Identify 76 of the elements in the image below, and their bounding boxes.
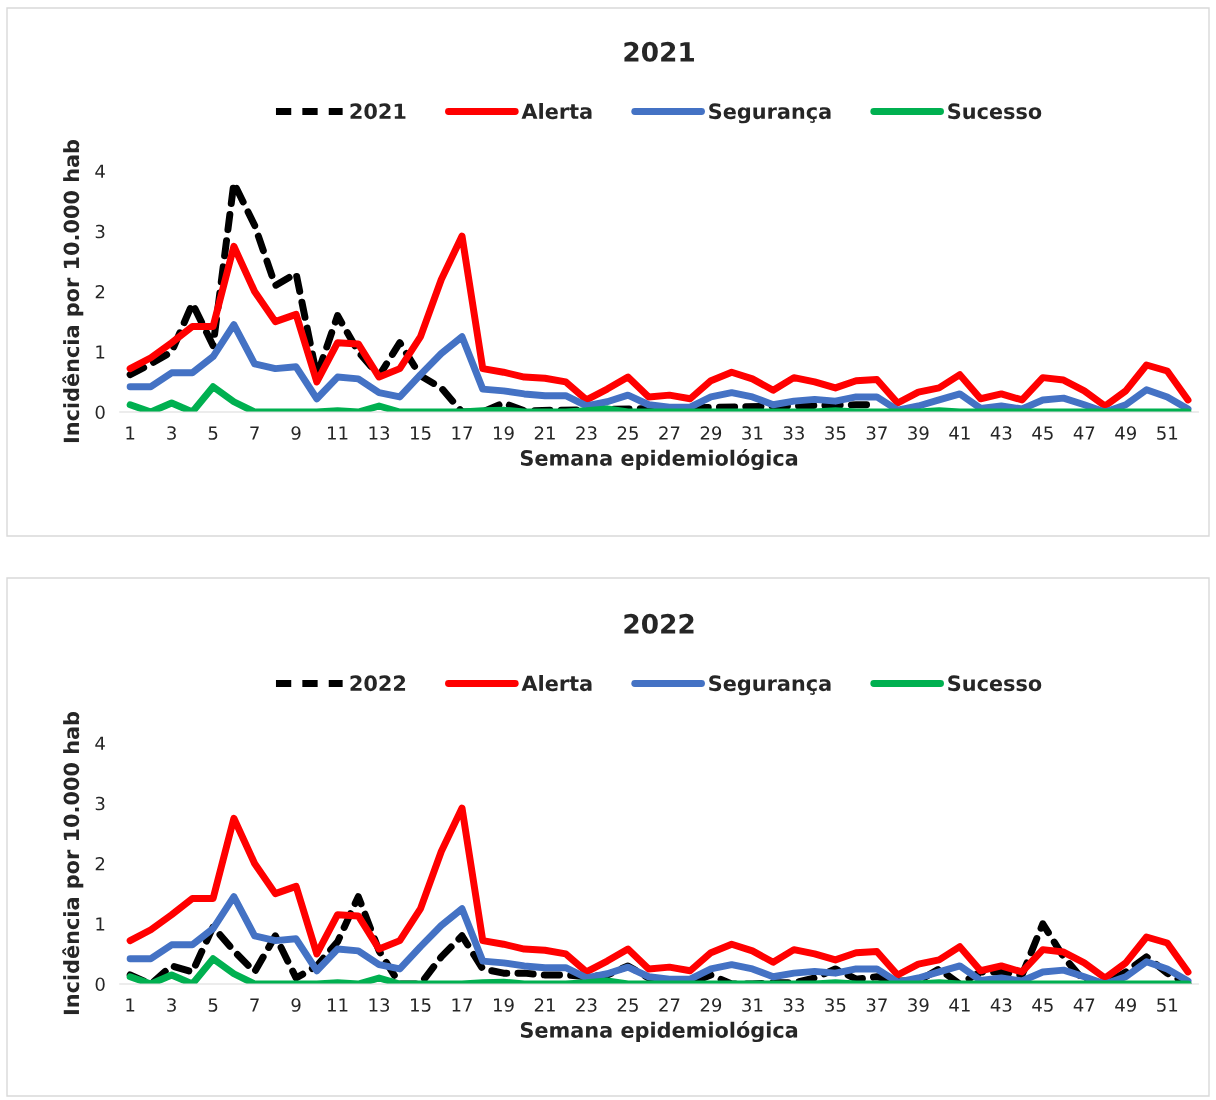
x-tick-label: 45 <box>1032 998 1053 1012</box>
y-tick-label: 1 <box>96 917 105 931</box>
x-tick-label: 3 <box>167 998 176 1012</box>
x-tick-label: 37 <box>866 998 887 1012</box>
legend-label: 2022 <box>350 675 406 692</box>
x-tick-label: 31 <box>742 998 763 1012</box>
y-axis-title: Incidência por 10.000 hab <box>62 139 84 443</box>
x-tick-label: 41 <box>949 998 970 1012</box>
legend-label: Alerta <box>521 103 592 120</box>
x-tick-label: 23 <box>576 426 597 440</box>
x-tick-label: 19 <box>494 426 514 440</box>
y-tick-label: 4 <box>95 164 105 178</box>
x-tick-label: 51 <box>1157 998 1178 1012</box>
x-tick-label: 11 <box>328 998 348 1012</box>
x-tick-label: 21 <box>534 998 555 1012</box>
x-tick-label: 31 <box>742 426 763 440</box>
x-axis-title: Semana epidemiológica <box>520 1020 798 1043</box>
x-tick-label: 29 <box>700 998 722 1012</box>
y-tick-label: 1 <box>96 345 105 359</box>
x-tick-label: 17 <box>452 998 472 1012</box>
x-tick-label: 39 <box>908 426 929 440</box>
x-tick-label: 15 <box>411 998 431 1012</box>
x-tick-label: 7 <box>250 426 259 440</box>
legend-label: 2021 <box>350 103 406 120</box>
x-tick-label: 41 <box>949 426 970 440</box>
x-tick-label: 13 <box>369 998 390 1012</box>
x-tick-label: 1 <box>126 426 135 440</box>
x-tick-label: 35 <box>825 426 846 440</box>
x-tick-label: 25 <box>617 426 638 440</box>
x-tick-label: 27 <box>659 998 680 1012</box>
x-tick-label: 1 <box>126 998 135 1012</box>
y-tick-label: 3 <box>95 796 105 811</box>
x-tick-label: 9 <box>291 998 301 1012</box>
x-tick-label: 17 <box>452 426 472 440</box>
y-axis-title: Incidência por 10.000 hab <box>62 711 84 1015</box>
x-tick-label: 43 <box>990 998 1012 1012</box>
x-tick-label: 9 <box>291 426 301 440</box>
x-tick-label: 21 <box>534 426 555 440</box>
y-tick-label: 0 <box>95 405 105 420</box>
x-tick-label: 49 <box>1115 426 1136 440</box>
x-tick-label: 51 <box>1157 426 1178 440</box>
x-tick-label: 13 <box>369 426 390 440</box>
x-tick-label: 47 <box>1073 426 1095 440</box>
x-tick-label: 5 <box>208 426 218 440</box>
chart-title: 2021 <box>624 41 694 62</box>
y-tick-label: 2 <box>95 856 105 871</box>
legend-label: Segurança <box>709 103 831 124</box>
x-tick-label: 35 <box>825 998 846 1012</box>
x-tick-label: 23 <box>576 998 597 1012</box>
x-tick-label: 25 <box>617 998 638 1012</box>
y-tick-label: 2 <box>95 284 105 299</box>
x-tick-label: 27 <box>659 426 680 440</box>
x-tick-label: 49 <box>1115 998 1136 1012</box>
x-tick-label: 47 <box>1073 998 1095 1012</box>
x-tick-label: 33 <box>783 998 804 1012</box>
chart-title: 2022 <box>624 613 694 634</box>
x-tick-label: 5 <box>208 998 218 1012</box>
x-tick-label: 7 <box>250 998 259 1012</box>
x-tick-label: 29 <box>700 426 722 440</box>
x-tick-label: 43 <box>990 426 1012 440</box>
x-tick-label: 37 <box>866 426 887 440</box>
legend-label: Sucesso <box>948 103 1042 120</box>
x-tick-label: 33 <box>783 426 804 440</box>
y-tick-label: 4 <box>95 736 105 750</box>
x-tick-label: 39 <box>908 998 929 1012</box>
y-tick-label: 3 <box>95 224 105 239</box>
y-tick-label: 0 <box>95 977 105 992</box>
legend-label: Segurança <box>709 675 831 696</box>
x-tick-label: 19 <box>494 998 514 1012</box>
x-axis-title: Semana epidemiológica <box>520 448 798 471</box>
x-tick-label: 3 <box>167 426 176 440</box>
legend-label: Sucesso <box>948 675 1042 692</box>
x-tick-label: 15 <box>411 426 431 440</box>
legend-label: Alerta <box>521 675 592 692</box>
x-tick-label: 45 <box>1032 426 1053 440</box>
x-tick-label: 11 <box>328 426 348 440</box>
